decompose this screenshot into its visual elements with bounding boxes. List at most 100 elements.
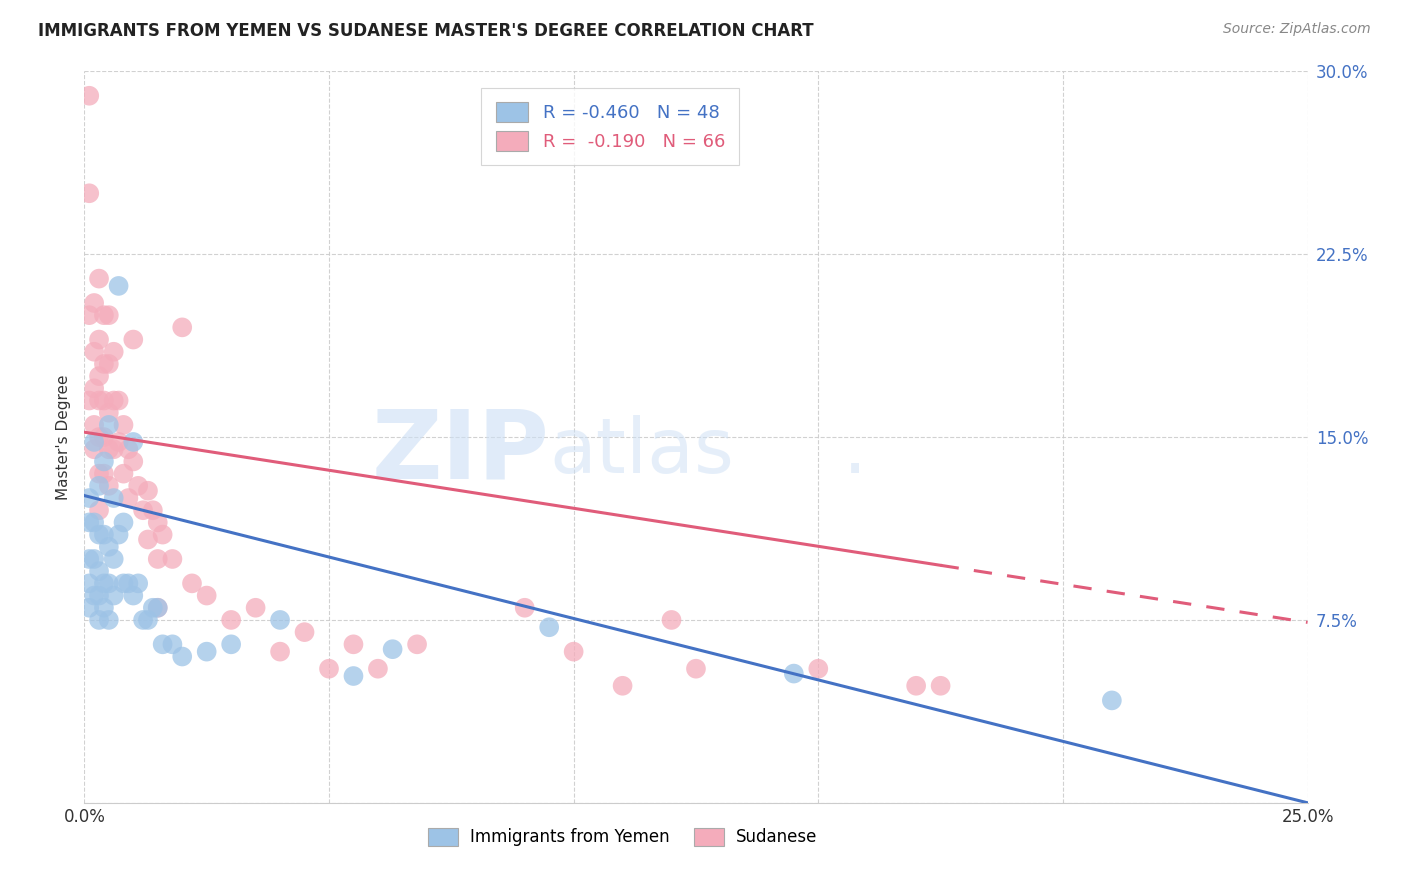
Point xyxy=(269,613,291,627)
Point xyxy=(87,479,110,493)
Point xyxy=(87,333,110,347)
Point xyxy=(87,430,110,444)
Point xyxy=(103,589,125,603)
Point xyxy=(146,600,169,615)
Point xyxy=(146,552,169,566)
Point xyxy=(77,600,100,615)
Point xyxy=(294,625,316,640)
Text: IMMIGRANTS FROM YEMEN VS SUDANESE MASTER'S DEGREE CORRELATION CHART: IMMIGRANTS FROM YEMEN VS SUDANESE MASTER… xyxy=(38,22,814,40)
Point xyxy=(342,637,364,651)
Point xyxy=(83,516,105,530)
Point xyxy=(132,503,155,517)
Point xyxy=(93,430,115,444)
Point xyxy=(83,442,105,457)
Point xyxy=(77,186,100,201)
Point xyxy=(318,662,340,676)
Point xyxy=(93,527,115,541)
Point xyxy=(195,589,218,603)
Point xyxy=(381,642,404,657)
Point xyxy=(661,613,683,627)
Point xyxy=(122,589,145,603)
Point xyxy=(97,417,120,432)
Point xyxy=(146,600,169,615)
Point xyxy=(122,333,145,347)
Point xyxy=(245,600,267,615)
Point xyxy=(612,679,634,693)
Point xyxy=(929,679,952,693)
Point xyxy=(107,434,129,449)
Point xyxy=(219,613,242,627)
Point xyxy=(83,381,105,395)
Point xyxy=(127,479,149,493)
Point xyxy=(97,406,120,420)
Point xyxy=(112,417,135,432)
Point xyxy=(77,491,100,505)
Point xyxy=(83,344,105,359)
Point xyxy=(146,516,169,530)
Legend: Immigrants from Yemen, Sudanese: Immigrants from Yemen, Sudanese xyxy=(422,821,824,853)
Point xyxy=(117,491,139,505)
Point xyxy=(93,454,115,468)
Text: ZIP: ZIP xyxy=(371,405,550,499)
Point xyxy=(142,600,165,615)
Point xyxy=(83,434,105,449)
Point xyxy=(103,552,125,566)
Point xyxy=(136,483,159,498)
Point xyxy=(112,516,135,530)
Point xyxy=(117,576,139,591)
Point xyxy=(513,600,536,615)
Point xyxy=(181,576,204,591)
Point xyxy=(77,516,100,530)
Point xyxy=(107,527,129,541)
Point xyxy=(905,679,928,693)
Point xyxy=(162,637,184,651)
Point xyxy=(97,442,120,457)
Point xyxy=(93,393,115,408)
Point xyxy=(97,576,120,591)
Y-axis label: Master's Degree: Master's Degree xyxy=(56,375,72,500)
Point xyxy=(97,479,120,493)
Point xyxy=(152,527,174,541)
Point xyxy=(103,491,125,505)
Point xyxy=(93,576,115,591)
Point xyxy=(87,527,110,541)
Point xyxy=(219,637,242,651)
Point xyxy=(87,613,110,627)
Point xyxy=(269,645,291,659)
Point xyxy=(807,662,830,676)
Point xyxy=(93,308,115,322)
Point xyxy=(83,417,105,432)
Point xyxy=(77,393,100,408)
Point xyxy=(87,503,110,517)
Point xyxy=(87,369,110,384)
Text: atlas: atlas xyxy=(550,415,734,489)
Text: Source: ZipAtlas.com: Source: ZipAtlas.com xyxy=(1223,22,1371,37)
Point xyxy=(97,357,120,371)
Point xyxy=(103,393,125,408)
Point xyxy=(93,467,115,481)
Point xyxy=(127,576,149,591)
Point xyxy=(112,576,135,591)
Point xyxy=(107,279,129,293)
Point xyxy=(87,589,110,603)
Point xyxy=(97,308,120,322)
Point xyxy=(103,344,125,359)
Point xyxy=(87,564,110,578)
Point xyxy=(783,666,806,681)
Point xyxy=(538,620,561,634)
Point xyxy=(162,552,184,566)
Point xyxy=(83,296,105,310)
Point xyxy=(103,442,125,457)
Point xyxy=(685,662,707,676)
Point xyxy=(132,613,155,627)
Point xyxy=(83,589,105,603)
Point xyxy=(172,649,194,664)
Point xyxy=(87,271,110,285)
Point xyxy=(77,552,100,566)
Point xyxy=(142,503,165,517)
Point xyxy=(93,357,115,371)
Point xyxy=(342,669,364,683)
Point xyxy=(136,533,159,547)
Point xyxy=(195,645,218,659)
Point xyxy=(117,442,139,457)
